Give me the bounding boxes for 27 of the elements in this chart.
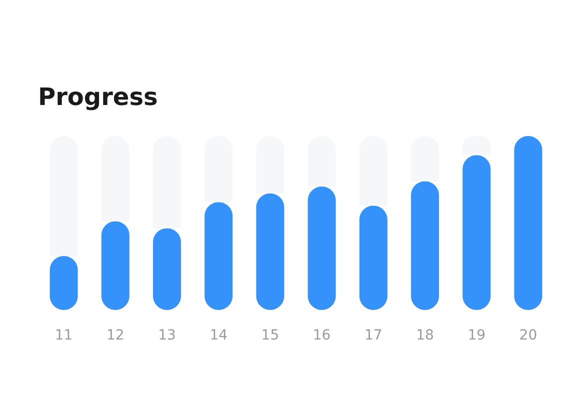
bar <box>256 193 284 310</box>
x-tick-label: 13 <box>158 328 176 344</box>
bar <box>514 136 542 310</box>
bar <box>359 136 388 206</box>
bar <box>204 136 233 202</box>
bar <box>308 136 336 186</box>
bar <box>256 136 284 194</box>
x-tick-label: 20 <box>519 328 538 344</box>
bar <box>152 136 182 228</box>
bar <box>308 186 336 310</box>
bar <box>50 136 78 256</box>
x-tick-label: 19 <box>468 328 486 344</box>
x-tick-label: 18 <box>416 328 434 344</box>
x-tick-label: 16 <box>312 328 331 344</box>
bar <box>204 202 233 310</box>
x-tick-label: 12 <box>106 328 124 344</box>
x-tick-label: 11 <box>54 328 73 344</box>
bar <box>410 136 440 182</box>
bar <box>101 221 130 310</box>
x-tick-label: 17 <box>364 328 382 344</box>
chart-title: Progress <box>38 83 158 111</box>
bar <box>410 181 440 310</box>
x-tick-label: 15 <box>261 328 280 344</box>
bar <box>101 136 130 222</box>
bar <box>359 206 388 310</box>
bar <box>462 155 491 310</box>
x-tick-label: 14 <box>210 328 228 344</box>
